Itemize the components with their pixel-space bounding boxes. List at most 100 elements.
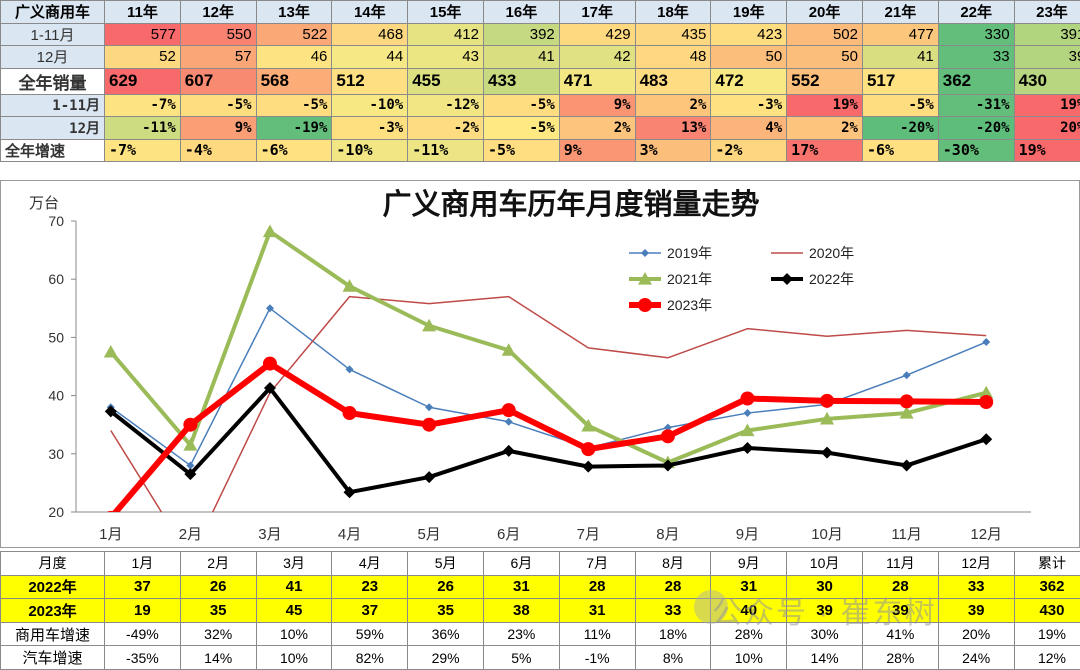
legend-entry: 2020年 xyxy=(771,245,854,261)
table-row: 12月 -11% 9% -19% -3% -2% -5% 2% 13% 4% 2% -20% -20% 2… xyxy=(0,116,1080,140)
line-chart-panel: 20 30 40 50 60 70 万台 1月 2月 3月 4月 5月 6月 7月 8月 9月 10月 11月 12… xyxy=(0,180,1080,548)
x-tick-label: 7月 xyxy=(577,526,600,543)
year-header-cell: 18年 xyxy=(634,0,712,24)
table-cell: 12% xyxy=(1013,645,1080,670)
data-point xyxy=(979,395,994,410)
table-cell: 28 xyxy=(861,574,939,600)
table-cell: 41% xyxy=(861,621,939,647)
table-cell: 29% xyxy=(407,645,484,670)
data-point xyxy=(265,304,274,313)
table-cell: 330 xyxy=(937,22,1015,46)
table-cell: 8% xyxy=(634,645,712,670)
data-point xyxy=(104,405,117,418)
table-cell: 14% xyxy=(179,645,257,670)
table-cell: -6% xyxy=(255,138,333,162)
table-cell: 59% xyxy=(331,621,409,647)
table-cell: 46 xyxy=(255,45,333,69)
table-cell: -6% xyxy=(861,138,939,162)
month-header-row: 月度 1月 2月 3月 4月 5月 6月 7月 8月 9月 10月 11月 12月 累计 xyxy=(0,551,1080,576)
data-point xyxy=(581,418,596,432)
table-cell: -30% xyxy=(937,138,1015,162)
table-cell: -7% xyxy=(104,93,181,117)
table-cell: -10% xyxy=(331,93,409,117)
table-cell: -5% xyxy=(179,93,257,117)
data-point xyxy=(902,371,911,380)
table-cell: -20% xyxy=(861,116,939,140)
table-cell: -49% xyxy=(104,621,181,647)
table-cell: 362 xyxy=(937,67,1015,95)
table-cell: 20% xyxy=(937,621,1015,647)
table-cell: 2% xyxy=(634,93,712,117)
row-label: 商用车增速 xyxy=(0,621,105,647)
table-cell: -5% xyxy=(861,93,939,117)
data-point xyxy=(781,273,793,285)
data-point xyxy=(262,224,277,238)
table-cell: -3% xyxy=(331,116,409,140)
legend-label: 2023年 xyxy=(667,297,712,313)
table-cell: -20% xyxy=(937,116,1015,140)
table-cell: -2% xyxy=(407,116,484,140)
table-cell: 9% xyxy=(558,93,636,117)
table-cell: 23% xyxy=(482,621,560,647)
data-point xyxy=(581,442,596,457)
table-cell: 20% xyxy=(1013,116,1080,140)
data-point xyxy=(820,393,835,408)
row-label: 12月 xyxy=(0,45,105,69)
table-cell: 391 xyxy=(1013,22,1080,46)
data-point xyxy=(821,446,834,459)
year-header-cell: 12年 xyxy=(179,0,257,24)
table-cell: -11% xyxy=(407,138,484,162)
row-label: 1-11月 xyxy=(0,93,105,117)
table-cell: 39 xyxy=(937,598,1015,623)
data-point xyxy=(422,318,437,332)
table-cell: 31 xyxy=(558,598,636,623)
table-cell: -2% xyxy=(710,138,788,162)
month-header-cell: 7月 xyxy=(558,551,636,576)
data-point xyxy=(582,460,595,473)
data-point xyxy=(899,406,914,419)
table-cell: 23 xyxy=(331,574,409,600)
legend-entry: 2021年 xyxy=(629,271,712,287)
table-cell: 483 xyxy=(634,67,712,95)
data-point xyxy=(262,356,277,371)
data-point xyxy=(106,510,115,512)
y-tick-label: 50 xyxy=(48,329,64,345)
series-line xyxy=(109,229,987,465)
table-cell: 41 xyxy=(255,574,333,600)
table-cell: 629 xyxy=(104,67,181,95)
table-cell: 40 xyxy=(710,598,788,623)
table-cell: 48 xyxy=(634,45,712,69)
table-cell: 5% xyxy=(482,645,560,670)
data-point xyxy=(345,365,354,374)
table-cell: 36% xyxy=(407,621,484,647)
table-cell: 19% xyxy=(786,93,863,117)
data-point xyxy=(504,417,513,426)
data-point xyxy=(820,411,835,425)
table-cell: -12% xyxy=(407,93,484,117)
table-cell: 433 xyxy=(482,67,560,95)
table-cell: 32% xyxy=(179,621,257,647)
data-point xyxy=(184,468,197,481)
table-cell: 3% xyxy=(634,138,712,162)
table-cell: 552 xyxy=(786,67,863,95)
table-cell: 10% xyxy=(255,645,333,670)
month-header-cell: 10月 xyxy=(786,551,863,576)
table-cell: 471 xyxy=(558,67,636,95)
table-cell: 455 xyxy=(407,67,484,95)
table-cell: 30% xyxy=(786,621,863,647)
row-label: 全年增速 xyxy=(0,138,105,162)
table-cell: 42 xyxy=(558,45,636,69)
month-header-cell: 月度 xyxy=(0,551,105,576)
data-point xyxy=(343,486,356,499)
table-cell: 9% xyxy=(558,138,636,162)
y-tick-label: 40 xyxy=(48,388,64,404)
y-tick-label: 60 xyxy=(48,271,64,287)
data-point xyxy=(641,249,649,257)
series-2022年 xyxy=(104,382,993,499)
table-cell: 33 xyxy=(937,45,1015,69)
table-row: 1-11月 -7% -5% -5% -10% -12% -5% 9% 2% -3% 19% -5% -3… xyxy=(0,93,1080,117)
data-point xyxy=(661,459,674,472)
legend-label: 2020年 xyxy=(809,245,854,261)
row-label: 12月 xyxy=(0,116,105,140)
data-point xyxy=(425,403,434,412)
